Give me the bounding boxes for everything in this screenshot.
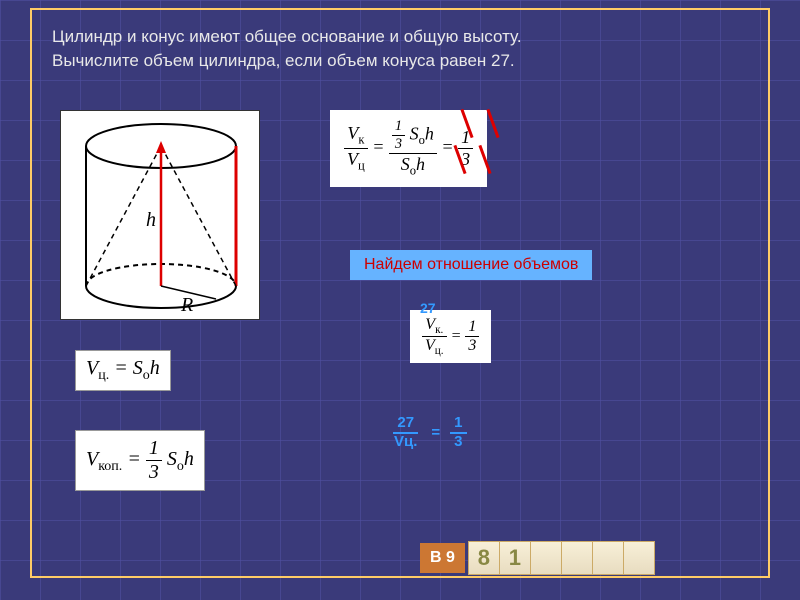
vcyl-h: h xyxy=(150,357,160,379)
ie-eq: = xyxy=(431,424,440,441)
vcone-sym: V xyxy=(86,448,98,470)
vcyl-sym: V xyxy=(86,357,98,379)
rm-Sn: S xyxy=(410,124,419,144)
inline-equation: 27 Vц. = 1 3 xyxy=(390,415,467,450)
ie-num: 27 xyxy=(393,415,418,434)
ie-rden: 3 xyxy=(450,434,466,451)
answer-cell[interactable] xyxy=(561,541,593,575)
overlay-27: 27 xyxy=(420,300,436,316)
rs-ns: V xyxy=(425,316,435,333)
formula-ratio-small: Vк. Vц. = 1 3 xyxy=(410,310,491,363)
formula-v-cylinder: Vц. = Sоh xyxy=(75,350,171,391)
rm-hd: h xyxy=(416,154,425,174)
rm-mn: 1 xyxy=(392,118,405,136)
answer-cell[interactable] xyxy=(592,541,624,575)
rm-Sd: S xyxy=(401,154,410,174)
problem-text: Цилиндр и конус имеют общее основание и … xyxy=(52,25,748,73)
formula-ratio-main: Vк Vц = 13 Sоh Sоh = 1 3 xyxy=(330,110,487,187)
answer-bar: В 9 8 1 xyxy=(420,541,655,575)
answer-cell[interactable] xyxy=(623,541,655,575)
vcyl-S: S xyxy=(133,357,143,379)
rm-nsub: к xyxy=(358,133,364,147)
vcone-h: h xyxy=(184,448,194,470)
rm-dsub: ц xyxy=(358,158,365,172)
vcone-Ssub: о xyxy=(177,459,184,474)
rm-ds: V xyxy=(347,149,358,169)
ie-den: Vц. xyxy=(390,434,421,451)
label-r: R xyxy=(180,294,193,316)
rs-ds: V xyxy=(425,337,435,354)
formula-v-cone: Vкоп. = 13 Sоh xyxy=(75,430,205,491)
rs-nsub: к. xyxy=(435,324,443,336)
vcone-fd: 3 xyxy=(146,461,162,484)
rm-ns: V xyxy=(347,123,358,143)
vcyl-sub: ц. xyxy=(98,368,109,383)
rm-hn: h xyxy=(425,124,434,144)
problem-line2: Вычислите объем цилиндра, если объем кон… xyxy=(52,51,515,70)
rs-rd: 3 xyxy=(465,337,479,355)
vcyl-Ssub: о xyxy=(143,368,150,383)
answer-cell[interactable] xyxy=(530,541,562,575)
answer-label: В 9 xyxy=(420,543,465,573)
answer-cell[interactable]: 1 xyxy=(499,541,531,575)
rs-dsub: ц. xyxy=(435,345,444,357)
cylinder-cone-diagram: h R xyxy=(60,110,260,320)
vcone-fn: 1 xyxy=(146,437,162,461)
vcone-sub: коп. xyxy=(98,459,122,474)
problem-line1: Цилиндр и конус имеют общее основание и … xyxy=(52,27,522,46)
label-h: h xyxy=(146,209,156,231)
answer-cell[interactable]: 8 xyxy=(468,541,500,575)
hint-label: Найдем отношение объемов xyxy=(350,250,592,280)
vcone-S: S xyxy=(167,448,177,470)
ie-rnum: 1 xyxy=(450,415,466,434)
rm-md: 3 xyxy=(392,136,405,153)
rs-rn: 1 xyxy=(465,318,479,337)
